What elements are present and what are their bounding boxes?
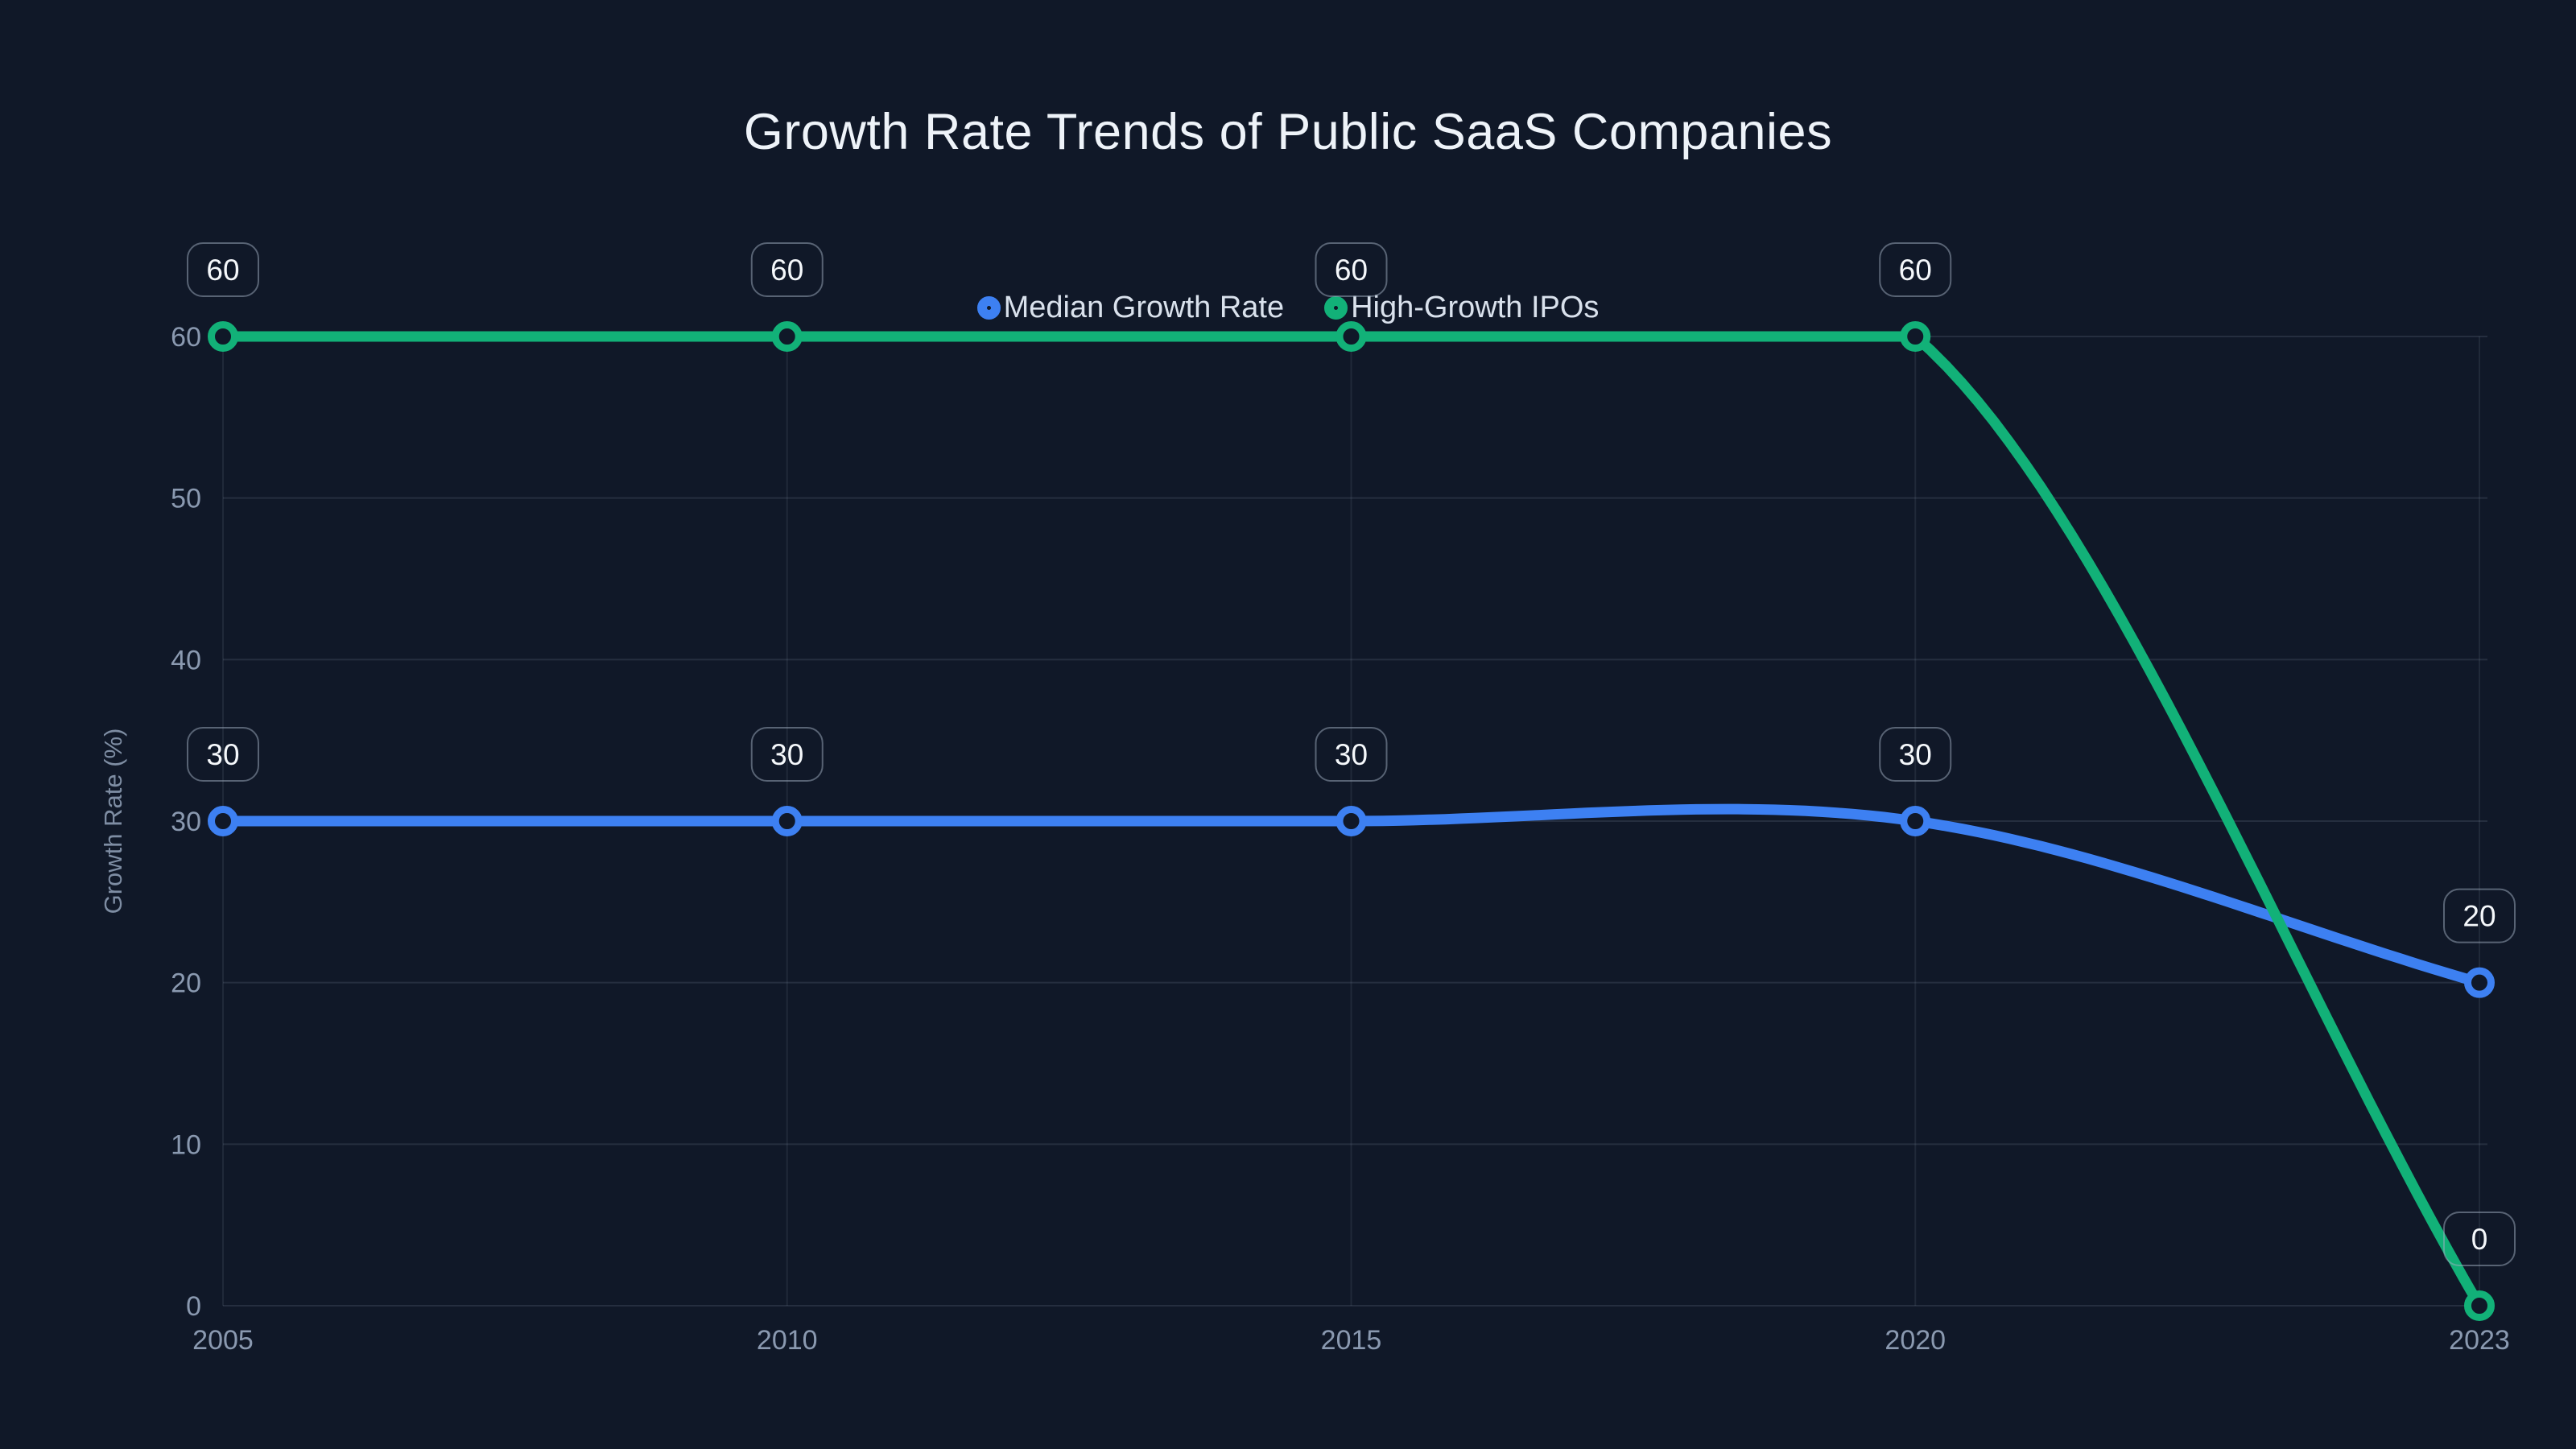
x-tick-2015: 2015 xyxy=(1321,1325,1382,1356)
y-tick-10: 10 xyxy=(171,1129,201,1160)
point-label-high-growth-ipos-2005: 60 xyxy=(206,254,239,287)
point-label-high-growth-ipos-2020: 60 xyxy=(1899,254,1932,287)
point-label-box-high-growth-ipos-2020 xyxy=(1879,242,1952,297)
data-point-median-growth-rate-2023[interactable] xyxy=(2464,967,2495,998)
data-point-median-growth-rate-2020[interactable] xyxy=(1900,806,1931,836)
legend-marker-icon xyxy=(1324,296,1348,320)
legend-item-high-growth-ipos[interactable]: High-Growth IPOs xyxy=(1324,287,1599,329)
data-point-high-growth-ipos-2015[interactable] xyxy=(1335,321,1367,352)
point-label-median-growth-rate-2020: 30 xyxy=(1899,738,1932,771)
point-label-median-growth-rate-2023: 20 xyxy=(2462,900,2496,933)
legend: Median Growth Rate High-Growth IPOs xyxy=(0,287,2576,329)
legend-label: Median Growth Rate xyxy=(1003,291,1285,324)
y-tick-60: 60 xyxy=(171,322,201,353)
point-label-box-median-growth-rate-2010 xyxy=(750,727,824,782)
axis-tick-labels: 0 10 20 30 40 50 60 2005 2010 2015 2020 2023 xyxy=(171,322,2510,1356)
point-label-box-median-growth-rate-2005 xyxy=(187,727,259,782)
point-label-high-growth-ipos-2010: 60 xyxy=(770,254,803,287)
y-tick-20: 20 xyxy=(171,968,201,999)
x-tick-2020: 2020 xyxy=(1885,1325,1946,1356)
legend-item-median-growth-rate[interactable]: Median Growth Rate xyxy=(976,287,1285,329)
legend-label: High-Growth IPOs xyxy=(1351,291,1600,324)
point-label-box-high-growth-ipos-2023 xyxy=(2443,1212,2516,1266)
y-tick-50: 50 xyxy=(171,484,201,514)
data-point-median-growth-rate-2015[interactable] xyxy=(1335,806,1367,836)
chart-title: Growth Rate Trends of Public SaaS Compan… xyxy=(743,104,1833,160)
data-point-median-growth-rate-2010[interactable] xyxy=(771,806,803,836)
data-point-labels: 30 30 30 30 20 60 60 60 60 0 xyxy=(187,242,2516,1266)
legend-marker-icon xyxy=(976,296,1001,320)
point-label-box-median-growth-rate-2023 xyxy=(2443,888,2516,943)
y-tick-40: 40 xyxy=(171,645,201,675)
point-label-box-median-growth-rate-2015 xyxy=(1315,727,1388,782)
x-tick-2005: 2005 xyxy=(192,1325,254,1356)
y-tick-0: 0 xyxy=(186,1291,201,1322)
data-point-high-growth-ipos-2020[interactable] xyxy=(1900,321,1931,352)
point-label-box-high-growth-ipos-2010 xyxy=(750,242,824,297)
point-label-median-growth-rate-2005: 30 xyxy=(206,738,239,771)
data-point-markers xyxy=(208,321,2495,1321)
data-point-high-growth-ipos-2005[interactable] xyxy=(208,321,238,352)
x-tick-2023: 2023 xyxy=(2449,1325,2510,1356)
point-label-box-median-growth-rate-2020 xyxy=(1879,727,1952,782)
data-point-high-growth-ipos-2010[interactable] xyxy=(771,321,803,352)
point-label-box-high-growth-ipos-2015 xyxy=(1315,242,1388,297)
point-label-high-growth-ipos-2015: 60 xyxy=(1335,254,1368,287)
data-point-high-growth-ipos-2023[interactable] xyxy=(2464,1290,2495,1321)
data-point-median-growth-rate-2005[interactable] xyxy=(208,806,238,836)
y-tick-30: 30 xyxy=(171,807,201,837)
point-label-median-growth-rate-2015: 30 xyxy=(1335,738,1368,771)
x-tick-2010: 2010 xyxy=(757,1325,818,1356)
point-label-high-growth-ipos-2023: 0 xyxy=(2471,1223,2488,1256)
point-label-median-growth-rate-2010: 30 xyxy=(770,738,803,771)
point-label-box-high-growth-ipos-2005 xyxy=(187,242,259,297)
